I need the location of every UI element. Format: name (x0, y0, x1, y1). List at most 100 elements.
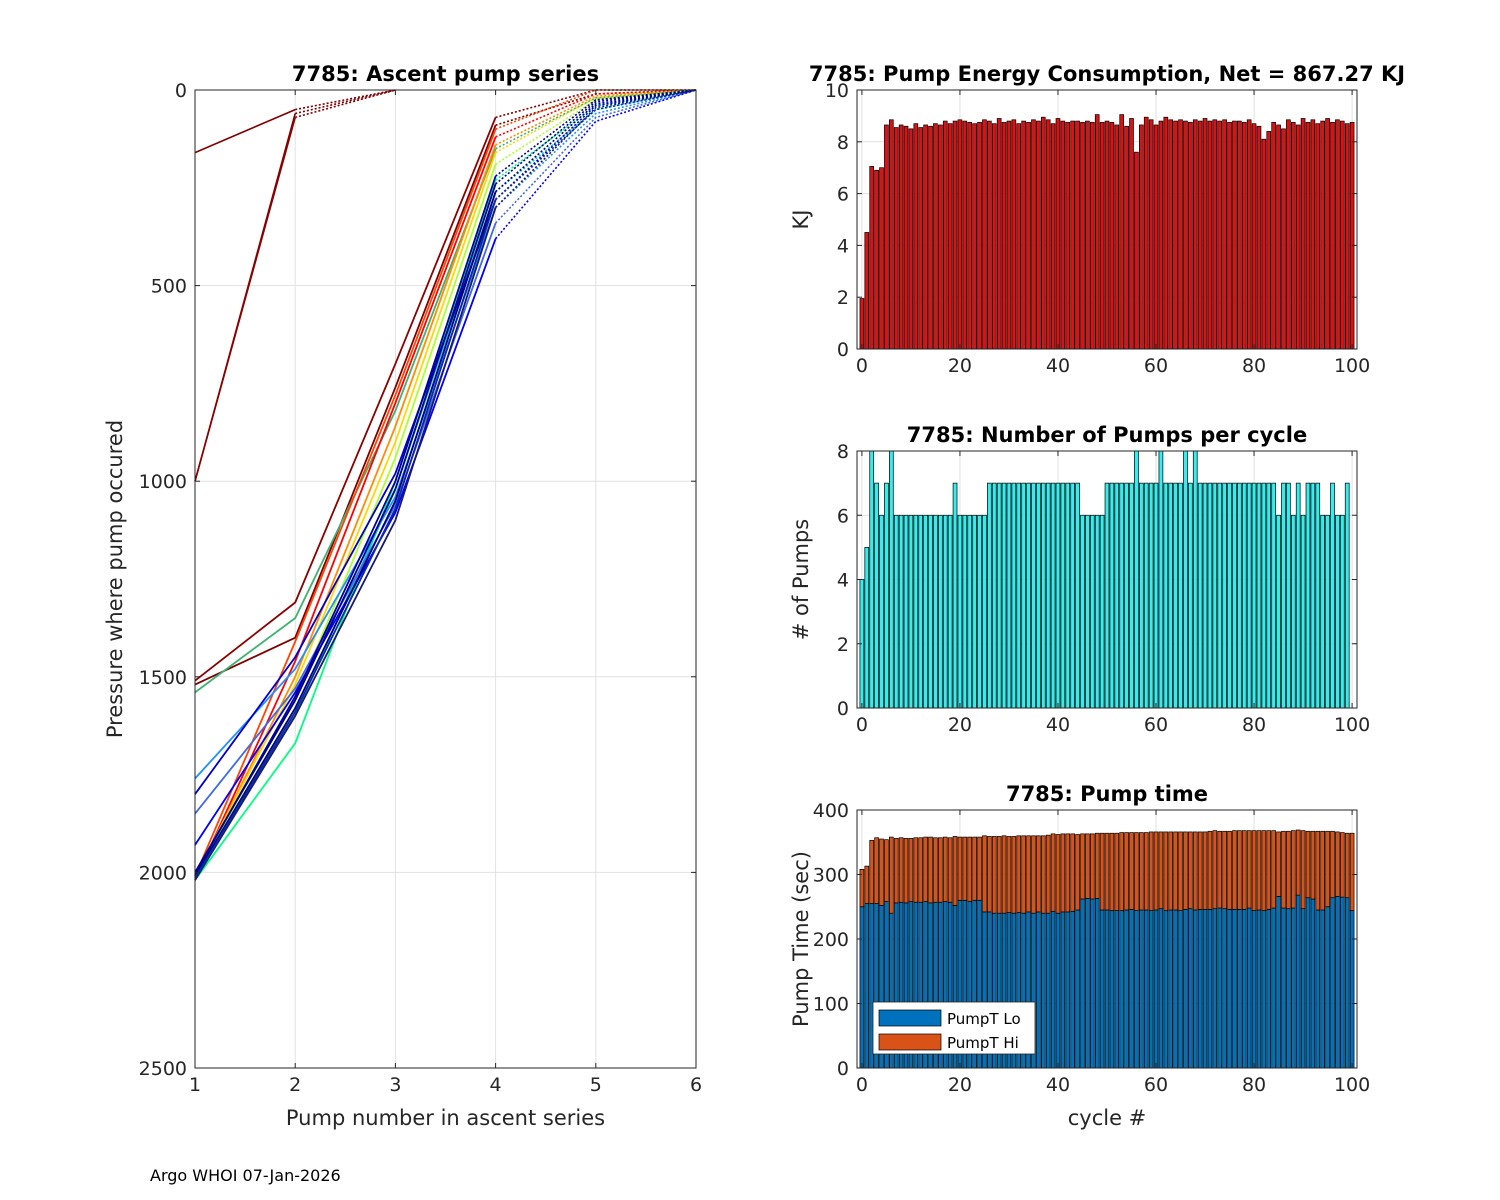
bar (1050, 123, 1056, 350)
bar (972, 514, 977, 709)
bar (1163, 116, 1169, 350)
bar (913, 514, 919, 709)
bar-pumpt-hi (1114, 832, 1120, 911)
bar (903, 125, 909, 350)
bar (1114, 124, 1120, 350)
bar-pumpt-hi (1237, 830, 1242, 910)
y-axis-label: # of Pumps (789, 519, 813, 641)
bar-pumpt-hi (1222, 830, 1227, 910)
bar (1251, 482, 1257, 709)
bar (1202, 482, 1208, 709)
bar (1183, 120, 1188, 350)
bar (1099, 514, 1105, 709)
bar-pumpt-lo (859, 906, 865, 1069)
bar (987, 120, 992, 350)
bar (982, 119, 987, 350)
bar (1188, 482, 1193, 709)
bar (1271, 122, 1276, 350)
y-tick-label: 400 (813, 800, 849, 822)
bar (1104, 482, 1110, 709)
bar (918, 127, 924, 350)
bar (1310, 482, 1316, 709)
bar (908, 128, 914, 350)
bar-pumpt-lo (1197, 908, 1203, 1069)
bar-pumpt-lo (1124, 909, 1129, 1069)
bar-pumpt-lo (1104, 909, 1110, 1069)
x-tick-label: 80 (1242, 1074, 1266, 1096)
bar-pumpt-hi (928, 836, 933, 904)
series-line-dotted (495, 89, 697, 208)
bar (884, 482, 889, 709)
bar-pumpt-hi (1241, 830, 1247, 910)
bar (884, 124, 889, 350)
bar-pumpt-lo (1178, 910, 1183, 1069)
chart-title: 7785: Number of Pumps per cycle (907, 423, 1307, 447)
bar-pumpt-lo (1050, 910, 1056, 1069)
bar (1143, 482, 1149, 709)
series-line-dotted (494, 89, 697, 240)
bar (893, 127, 899, 350)
bar-pumpt-hi (1089, 833, 1095, 900)
bar (1286, 119, 1291, 350)
bar-pumpt-lo (1143, 909, 1149, 1069)
bar (1300, 118, 1306, 350)
bar (1016, 123, 1022, 350)
bar-pumpt-hi (1325, 830, 1330, 908)
bar (1119, 114, 1125, 350)
bar (1222, 119, 1227, 350)
bar (967, 122, 973, 350)
bar-pumpt-hi (874, 837, 879, 904)
bar-pumpt-lo (1349, 910, 1355, 1069)
y-axis-label: Pressure where pump occured (103, 420, 127, 738)
bar (1163, 482, 1169, 709)
bar-pumpt-hi (987, 836, 992, 913)
bar-pumpt-lo (1286, 908, 1291, 1069)
bar-pumpt-hi (1129, 832, 1134, 910)
bar (874, 169, 879, 350)
bar (1305, 482, 1311, 709)
bar (1104, 120, 1110, 350)
bar (869, 450, 875, 709)
bar (928, 514, 933, 709)
bar (1021, 120, 1026, 350)
bar (1089, 122, 1095, 350)
bar (1251, 123, 1257, 350)
bar-pumpt-lo (1114, 910, 1120, 1069)
bar (1031, 119, 1036, 350)
x-tick-label: 40 (1046, 355, 1070, 377)
series-line-dotted (294, 89, 396, 119)
bar (933, 514, 938, 709)
bar (1006, 482, 1012, 709)
bar-pumpt-lo (1045, 912, 1051, 1069)
bar-pumpt-lo (1080, 898, 1085, 1069)
bar-pumpt-lo (1040, 912, 1046, 1069)
bar-pumpt-lo (1256, 909, 1262, 1069)
bar-pumpt-hi (1104, 832, 1110, 911)
bar (1217, 482, 1223, 709)
bar (1026, 122, 1031, 350)
bar-pumpt-lo (1188, 908, 1193, 1069)
bar-pumpt-hi (957, 836, 963, 901)
bar-pumpt-hi (1011, 836, 1017, 914)
bar-pumpt-hi (1016, 835, 1022, 913)
ascent-pump-series-chart: 1 2 3 4 5 6 0 500 1000 1500 2000 2500 7785: Ascent p… (103, 62, 702, 1130)
bar-pumpt-hi (1276, 831, 1281, 897)
bar-pumpt-hi (1339, 832, 1345, 898)
bar (1192, 119, 1198, 350)
x-tick-label: 60 (1144, 1074, 1168, 1096)
bar (1055, 118, 1061, 350)
bar-pumpt-lo (1060, 911, 1066, 1069)
bar (952, 120, 958, 350)
bar-pumpt-lo (1085, 898, 1090, 1069)
bar (1001, 482, 1007, 709)
bar (1217, 120, 1223, 350)
y-tick-label: 4 (837, 570, 849, 592)
y-tick-label: 2500 (139, 1058, 187, 1080)
bar-pumpt-hi (1183, 831, 1188, 910)
bar-pumpt-hi (1251, 830, 1257, 911)
bar (991, 482, 997, 709)
bar-pumpt-lo (1202, 908, 1208, 1069)
bar (1290, 514, 1296, 709)
bar (1202, 118, 1208, 350)
